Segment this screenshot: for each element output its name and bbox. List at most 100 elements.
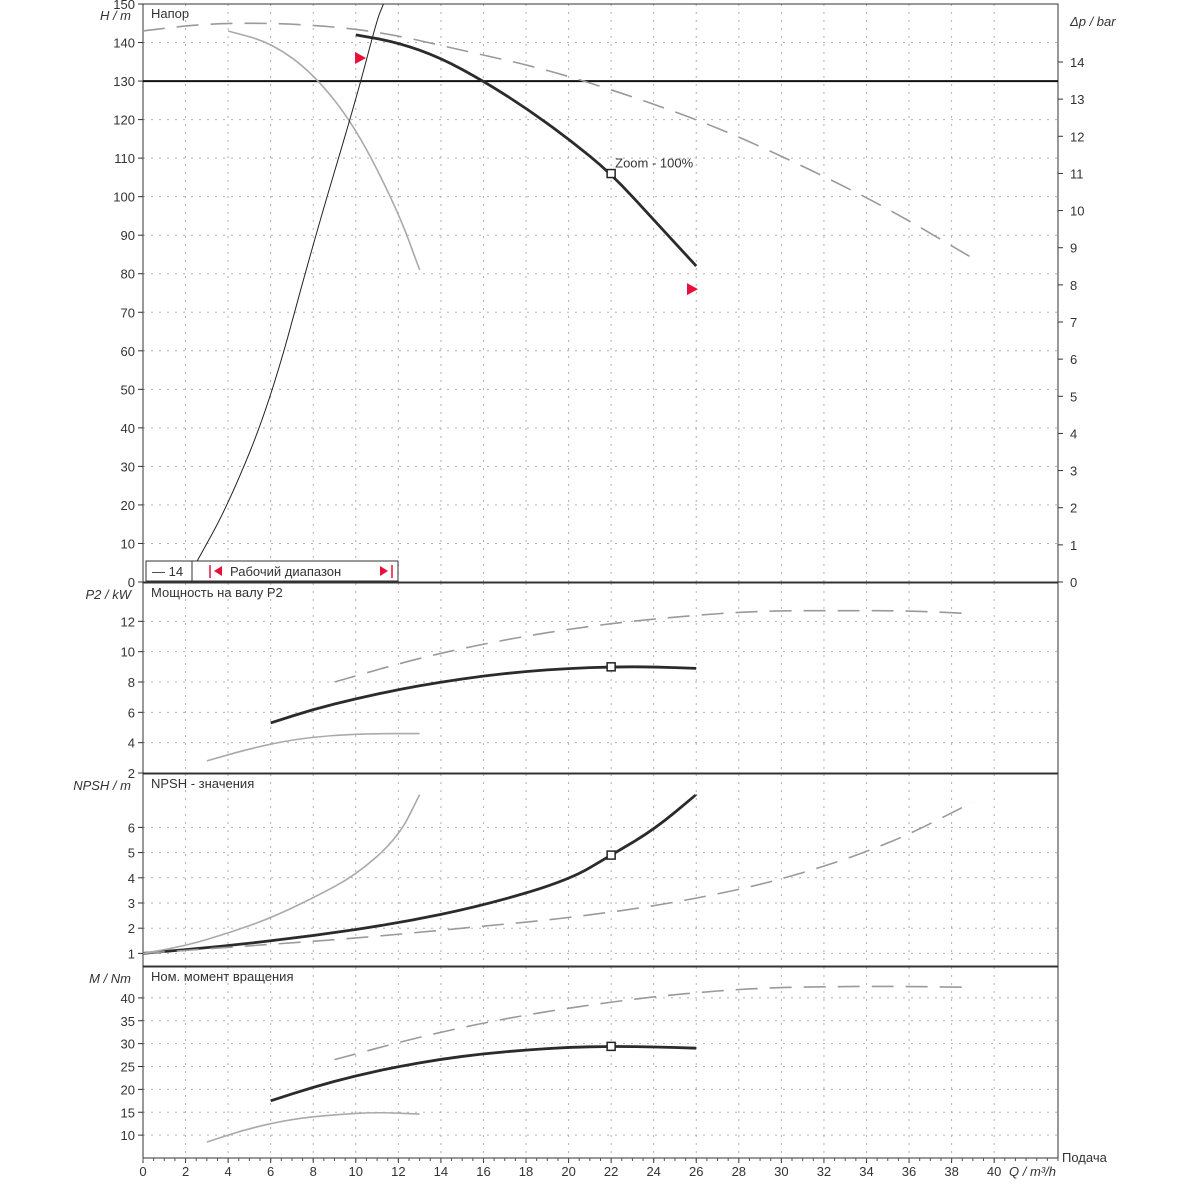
y-tick-label: 2	[128, 921, 135, 936]
y-tick-label: 10	[121, 536, 135, 551]
x-tick-label: 2	[182, 1164, 189, 1179]
y-tick-label: 2	[128, 766, 135, 781]
y-tick-label: 70	[121, 305, 135, 320]
x-tick-label: 40	[987, 1164, 1001, 1179]
y2-tick-label: 4	[1070, 426, 1077, 441]
x-tick-label: 38	[944, 1164, 958, 1179]
x-tick-label: 8	[310, 1164, 317, 1179]
duty-point-marker	[606, 168, 616, 179]
y-tick-label: 30	[121, 459, 135, 474]
y-tick-label: 0	[128, 575, 135, 590]
series-line-main	[270, 1045, 698, 1103]
y-tick-label: 6	[128, 820, 135, 835]
y2-axis-label: Δp / bar	[1069, 14, 1116, 29]
x-tick-label: 0	[139, 1164, 146, 1179]
x-axis-label: Q / m³/h	[1009, 1164, 1056, 1179]
panel-title: Мощность на валу P2	[151, 585, 283, 600]
y-tick-label: 80	[121, 267, 135, 282]
y2-tick-label: 1	[1070, 538, 1077, 553]
y-tick-label: 110	[114, 151, 135, 166]
y-tick-label: 20	[121, 498, 135, 513]
y-tick-label: 4	[128, 736, 135, 751]
series-line-thin	[206, 1111, 421, 1143]
y-tick-label: 140	[113, 36, 135, 51]
y-axis-label: P2 / kW	[85, 587, 132, 602]
y-axis-label: M / Nm	[89, 971, 131, 986]
y-axis-label: H / m	[100, 8, 131, 23]
x-tick-label: 30	[774, 1164, 788, 1179]
panel-frame	[142, 773, 1059, 967]
y-tick-label: 3	[128, 896, 135, 911]
legend-item-working-range: Рабочий диапазон	[230, 564, 341, 579]
series-line-thin	[206, 732, 420, 762]
y-tick-label: 40	[121, 421, 135, 436]
duty-point-marker	[606, 1041, 616, 1052]
y-tick-label: 90	[121, 228, 135, 243]
panel-frame	[142, 966, 1059, 1159]
y-tick-label: 12	[121, 614, 135, 629]
y2-tick-label: 14	[1070, 55, 1084, 70]
y-tick-label: 1	[128, 946, 135, 961]
y2-tick-label: 0	[1070, 575, 1077, 590]
y2-tick-label: 7	[1070, 315, 1077, 330]
y-tick-label: 4	[128, 871, 135, 886]
y-tick-label: 50	[121, 382, 135, 397]
y-tick-label: 25	[121, 1060, 135, 1075]
y-tick-label: 60	[121, 344, 135, 359]
x-tick-label: 26	[689, 1164, 703, 1179]
legend: — 14 Рабочий диапазон	[145, 560, 399, 582]
x-tick-label: 16	[476, 1164, 490, 1179]
y2-tick-label: 13	[1070, 92, 1084, 107]
panel-title: NPSH - значения	[151, 776, 254, 791]
y-tick-label: 130	[113, 74, 135, 89]
duty-point-marker	[606, 850, 616, 860]
legend-left-arrow-icon	[214, 566, 222, 576]
chart-panel-0: 0102030405060708090100110120130140150Нап…	[100, 0, 1116, 590]
panel-title: Напор	[151, 6, 189, 21]
series-line-thin	[227, 30, 421, 271]
y2-tick-label: 12	[1070, 129, 1084, 144]
x-tick-label: 18	[519, 1164, 533, 1179]
y2-tick-label: 8	[1070, 278, 1077, 293]
x-tick-label: 36	[902, 1164, 916, 1179]
series-line-main	[142, 793, 698, 955]
legend-right-arrow-icon	[380, 566, 388, 576]
y-tick-label: 15	[121, 1105, 135, 1120]
x-tick-label: 22	[604, 1164, 618, 1179]
y-axis-label: NPSH / m	[73, 778, 131, 793]
y2-tick-label: 3	[1070, 464, 1077, 479]
chart-panel-2: 1 2 3 4 5 6 NPSH - значения NPSH / m	[73, 773, 1059, 967]
series-line-dashed	[142, 22, 974, 260]
y-tick-label: 10	[121, 1128, 135, 1143]
series-line-main	[270, 665, 697, 725]
series-line-system	[195, 3, 384, 563]
y-tick-label: 120	[113, 113, 135, 128]
series-line-thin	[142, 794, 421, 955]
panel-frame	[142, 582, 1059, 774]
chart-panel-1: 2 4 6 8 10 12 Мощность на валу P2 P2 / kW	[85, 582, 1059, 781]
y-tick-label: 40	[121, 991, 135, 1006]
x-tick-label: 20	[561, 1164, 575, 1179]
x-tick-label: 4	[224, 1164, 231, 1179]
chart-panel-3: 10 15 20 25 30 35 40 Ном. момент вращения M / Nm	[89, 966, 1059, 1159]
x-tick-label: 12	[391, 1164, 405, 1179]
x-axis-caption: Подача	[1062, 1150, 1108, 1165]
working-range-marker	[687, 283, 698, 296]
series-line-main	[355, 33, 698, 267]
y-tick-label: 100	[113, 190, 135, 205]
y2-tick-label: 10	[1070, 204, 1084, 219]
y-tick-label: 35	[121, 1014, 135, 1029]
legend-item-curve-14: — 14	[152, 564, 183, 579]
series-line-dashed	[142, 801, 974, 955]
x-tick-label: 28	[732, 1164, 746, 1179]
y2-tick-label: 6	[1070, 352, 1077, 367]
y-tick-label: 8	[128, 675, 135, 690]
duty-point-label: Zoom - 100%	[615, 156, 693, 171]
y2-tick-label: 5	[1070, 389, 1077, 404]
y-tick-label: 20	[121, 1082, 135, 1097]
y-tick-label: 30	[121, 1037, 135, 1052]
x-tick-label: 32	[817, 1164, 831, 1179]
y-tick-label: 150	[113, 0, 135, 12]
x-tick-label: 6	[267, 1164, 274, 1179]
